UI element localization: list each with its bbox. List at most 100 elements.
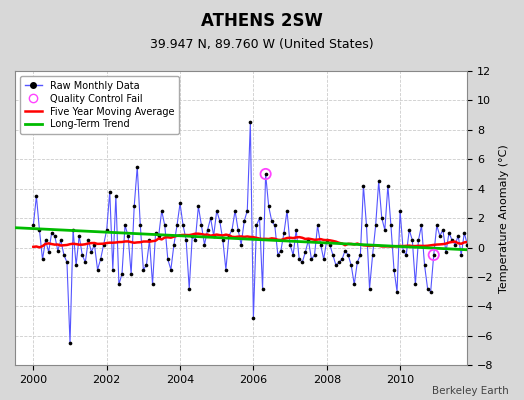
Point (280, 230, 288, 236)
Point (359, 182, 368, 189)
Point (151, 230, 160, 236)
Point (427, 288, 435, 295)
Point (448, 237, 456, 244)
Point (215, 218, 224, 224)
Point (246, 119, 255, 126)
Point (433, 222, 441, 229)
Point (237, 242, 245, 248)
Point (289, 252, 297, 258)
Point (240, 218, 248, 224)
Point (93, 266, 102, 273)
Point (75, 232, 83, 239)
Point (158, 208, 166, 214)
Point (139, 266, 148, 273)
Point (69, 227, 77, 233)
Point (298, 259, 307, 266)
Point (84, 237, 93, 244)
Point (320, 256, 328, 262)
Point (270, 222, 279, 229)
Point (295, 256, 303, 262)
Point (417, 222, 425, 229)
Point (48, 230, 56, 236)
Point (170, 242, 178, 248)
Point (124, 232, 132, 239)
Point (182, 237, 190, 244)
Point (335, 259, 343, 266)
Point (268, 218, 276, 224)
Point (163, 256, 172, 262)
Point (145, 237, 154, 244)
Point (103, 227, 111, 233)
Point (57, 237, 65, 244)
Point (451, 242, 460, 248)
Point (87, 249, 95, 255)
Point (176, 200, 184, 207)
Point (463, 242, 472, 248)
Point (210, 232, 218, 239)
Point (96, 256, 105, 262)
Point (249, 315, 258, 321)
Point (243, 208, 252, 214)
Point (100, 242, 108, 248)
Point (200, 242, 209, 248)
Point (445, 230, 453, 236)
Point (420, 262, 429, 268)
Point (133, 164, 141, 170)
Point (329, 252, 337, 258)
Point (105, 188, 114, 195)
Point (323, 237, 331, 244)
Point (304, 237, 313, 244)
Point (460, 230, 468, 236)
Point (50, 232, 59, 239)
Point (341, 247, 350, 254)
Point (368, 252, 377, 258)
Point (353, 259, 362, 266)
Point (29, 222, 38, 229)
Point (274, 252, 282, 258)
Point (231, 208, 239, 214)
Point (310, 252, 319, 258)
Point (228, 227, 236, 233)
Point (38, 256, 47, 262)
Point (457, 252, 465, 258)
Point (219, 237, 227, 244)
Point (160, 222, 169, 229)
Point (261, 171, 270, 177)
Point (261, 171, 270, 177)
Point (414, 237, 423, 244)
Point (442, 249, 450, 255)
Point (179, 222, 187, 229)
Point (265, 203, 273, 210)
Point (301, 249, 310, 255)
Point (258, 286, 267, 292)
Y-axis label: Temperature Anomaly (°C): Temperature Anomaly (°C) (499, 144, 509, 292)
Point (307, 256, 315, 262)
Point (466, 247, 475, 254)
Point (435, 232, 444, 239)
Point (234, 227, 242, 233)
Point (213, 208, 221, 214)
Point (90, 242, 99, 248)
Point (350, 281, 358, 288)
Point (72, 262, 80, 268)
Point (63, 259, 71, 266)
Text: 39.947 N, 89.760 W (United States): 39.947 N, 89.760 W (United States) (150, 38, 374, 51)
Point (396, 208, 405, 214)
Point (173, 222, 181, 229)
Point (372, 222, 380, 229)
Point (222, 266, 230, 273)
Point (225, 232, 233, 239)
Point (78, 252, 86, 258)
Point (112, 193, 120, 199)
Point (430, 252, 438, 258)
Point (206, 215, 215, 221)
Point (313, 222, 322, 229)
Point (127, 271, 135, 277)
Point (325, 242, 334, 248)
Point (136, 222, 145, 229)
Point (405, 227, 413, 233)
Point (194, 203, 203, 210)
Point (60, 252, 68, 258)
Point (332, 262, 340, 268)
Point (362, 222, 370, 229)
